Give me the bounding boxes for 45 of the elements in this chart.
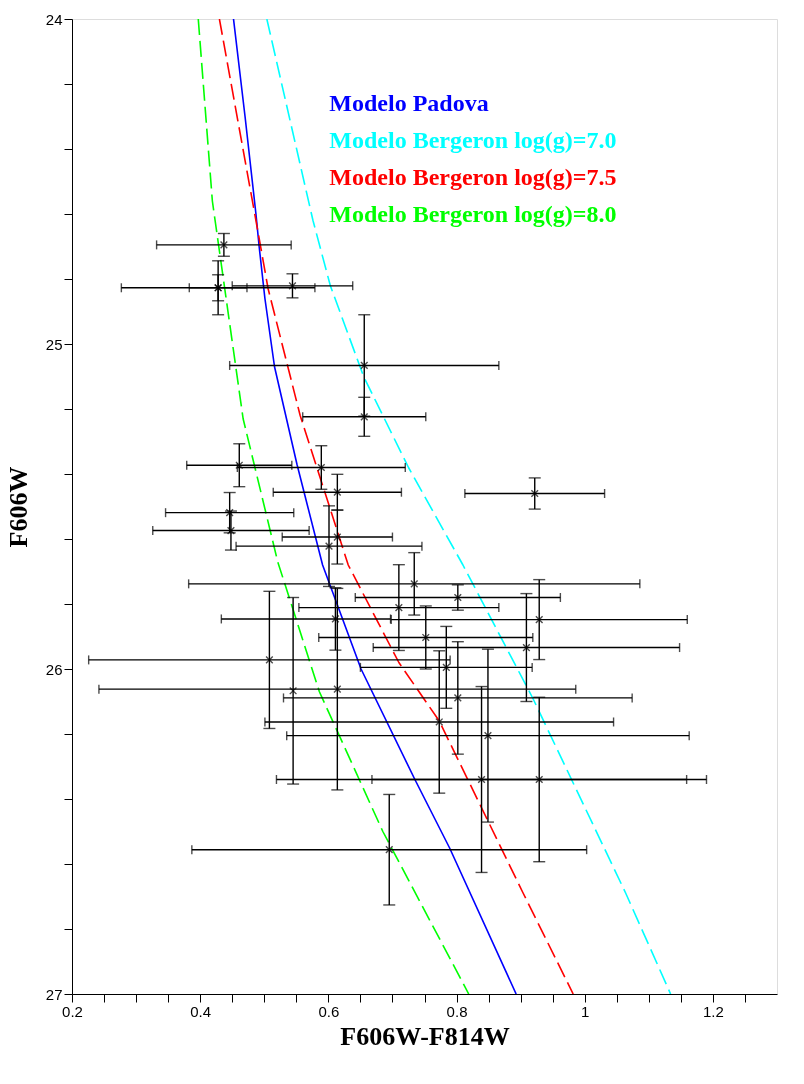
point [530,489,539,498]
x-tick-label: 0.2 [62,1002,83,1020]
series-label: Modelo Bergeron log(g)=7.0 [329,127,617,153]
text: Modelo Padova [329,90,489,116]
point [288,281,297,290]
x-tick-label: 0.8 [446,1002,468,1020]
y-tick-label: 27 [45,985,63,1003]
point [410,579,419,588]
point [324,542,334,551]
point [333,488,342,497]
text: Modelo Bergeron log(g)=8.0 [329,201,617,227]
point [453,693,462,702]
text: Modelo Bergeron log(g)=7.5 [329,164,617,190]
point [385,845,394,854]
y-tick-label: 25 [45,335,63,353]
point [421,633,430,642]
x-tick-label: 0.4 [190,1002,212,1020]
x-tick-label: 0.6 [318,1002,340,1020]
point [442,663,451,672]
y-axis-title: F606W [3,466,33,548]
point [360,412,369,421]
point [477,775,486,784]
point [435,717,444,727]
point [219,240,228,249]
point [235,461,244,470]
point [333,533,342,542]
point [265,655,274,664]
point [331,614,340,623]
point [535,615,544,624]
y-tick-label: 24 [45,10,63,28]
x-tick-label: 1.2 [702,1002,724,1020]
point [317,463,326,472]
y-tick-label: 26 [45,660,63,678]
point [394,603,403,612]
point [289,686,298,695]
x-tick-label: 1 [581,1002,590,1020]
point [333,685,342,694]
point [522,643,531,652]
point [483,731,492,740]
point [226,526,235,535]
point [535,775,544,784]
line-series [266,19,672,994]
x-axis-title: F606W-F814W [340,1021,510,1051]
point [360,361,369,370]
point [453,593,462,602]
